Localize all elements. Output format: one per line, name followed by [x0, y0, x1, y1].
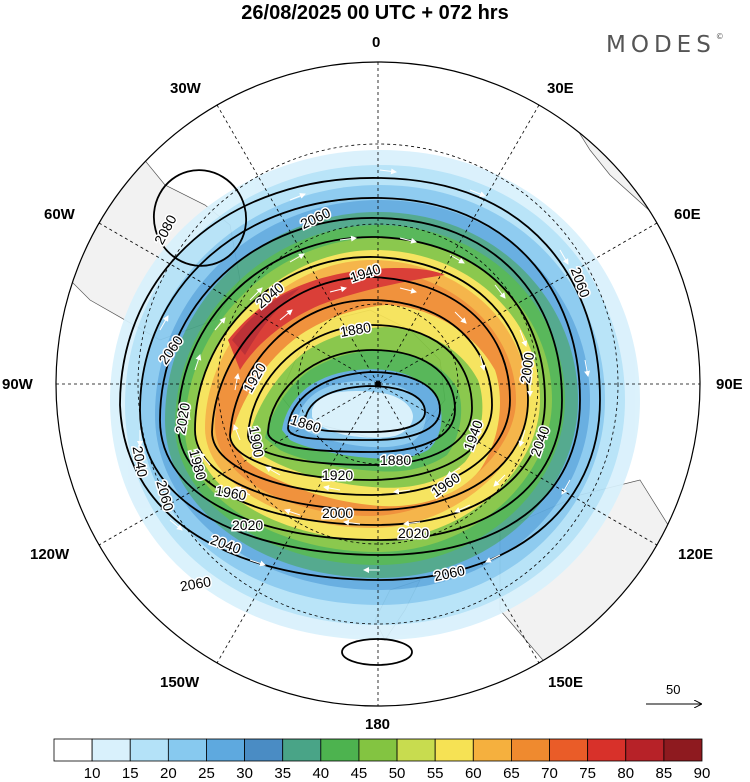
colorbar-swatch — [244, 738, 284, 762]
contour-1860 — [304, 385, 426, 433]
colorbar-tick-label: 60 — [464, 765, 482, 782]
lon-label-30w: 30W — [170, 80, 201, 97]
colorbar-swatch — [625, 738, 665, 762]
colorbar-tick-label: 80 — [617, 765, 635, 782]
lon-label-150w: 150W — [160, 674, 200, 691]
colorbar-tick-label: 45 — [350, 765, 368, 782]
colorbar-tick-label: 65 — [503, 765, 520, 782]
wind-vectors — [137, 168, 591, 573]
lon-label-180: 180 — [365, 716, 391, 733]
colorbar-swatch — [91, 738, 131, 762]
lon-label-120e: 120E — [678, 546, 714, 563]
map-border — [55, 61, 701, 707]
contour-label: 2020 — [232, 517, 263, 533]
colorbar-swatch — [206, 738, 245, 762]
contour-label: 2060 — [153, 478, 177, 512]
lon-label-120w: 120W — [30, 546, 70, 563]
modes-logo: MODES© — [606, 32, 724, 58]
contour-label: 2020 — [398, 525, 429, 541]
colorbar-swatch — [282, 738, 322, 762]
colorbar-tick-label: 25 — [198, 765, 215, 782]
colorbar-swatch — [549, 738, 589, 762]
colorbar-tick-label: 70 — [541, 765, 558, 782]
colorbar-swatch — [396, 738, 436, 762]
lon-label-90e: 90E — [716, 376, 743, 393]
colorbar-swatch — [129, 738, 169, 762]
colorbar-tick-label: 40 — [312, 765, 330, 782]
lon-label-30e: 30E — [547, 80, 574, 97]
colorbar-tick-label: 85 — [655, 765, 673, 782]
contour-1960 — [211, 276, 511, 496]
colorbar-tick-label: 10 — [83, 765, 101, 782]
lon-label-90w: 90W — [2, 376, 33, 393]
colorbar-tick-label: 30 — [236, 765, 253, 782]
contour-label: 1920 — [322, 467, 353, 483]
contour-2000 — [177, 236, 546, 526]
lon-label-60w: 60W — [44, 206, 75, 223]
graticule — [56, 62, 700, 706]
colorbar-tick-label: 35 — [274, 765, 292, 782]
contour-2040 — [139, 197, 581, 556]
contour-label: 2060 — [179, 573, 213, 594]
lon-label-60e: 60E — [674, 206, 701, 223]
colorbar-swatch — [511, 738, 550, 762]
colorbar-tick-label: 75 — [579, 765, 596, 782]
brand-text: MODES — [606, 32, 716, 58]
vector-scale-label: 50 — [666, 682, 681, 697]
colorbar-swatch — [53, 738, 93, 762]
height-contours — [119, 169, 601, 666]
contour-label: 1880 — [380, 452, 411, 468]
colorbar-swatch — [587, 738, 627, 762]
colorbar-tick-label: 55 — [426, 765, 444, 782]
colorbar-tick-label: 90 — [693, 765, 711, 782]
colorbar-swatch — [167, 738, 207, 762]
contour-label: 2000 — [517, 351, 537, 384]
colorbar — [53, 738, 703, 762]
colorbar-tick-label: 50 — [388, 765, 406, 782]
contour-1940 — [229, 299, 493, 481]
south-pole-marker — [375, 381, 381, 387]
colorbar-swatch — [358, 738, 398, 762]
colorbar-swatch — [472, 738, 512, 762]
colorbar-swatch — [663, 738, 703, 762]
contour-1880 — [287, 371, 441, 441]
colorbar-swatch — [434, 738, 474, 762]
colorbar-tick-label: 20 — [160, 765, 177, 782]
lon-label-0: 0 — [372, 34, 381, 51]
contour-1900 — [267, 349, 456, 453]
contour-1920 — [247, 324, 473, 466]
lon-label-150e: 150E — [548, 674, 584, 691]
contour-2020 — [159, 217, 563, 541]
colorbar-swatch — [320, 738, 360, 762]
copyright-mark: © — [715, 32, 724, 41]
contour-label: 2000 — [322, 505, 353, 521]
contour-south-low — [341, 638, 413, 666]
map-title: 26/08/2025 00 UTC + 072 hrs — [241, 2, 509, 24]
colorbar-tick-label: 15 — [121, 765, 139, 782]
wind-shading — [110, 150, 640, 640]
